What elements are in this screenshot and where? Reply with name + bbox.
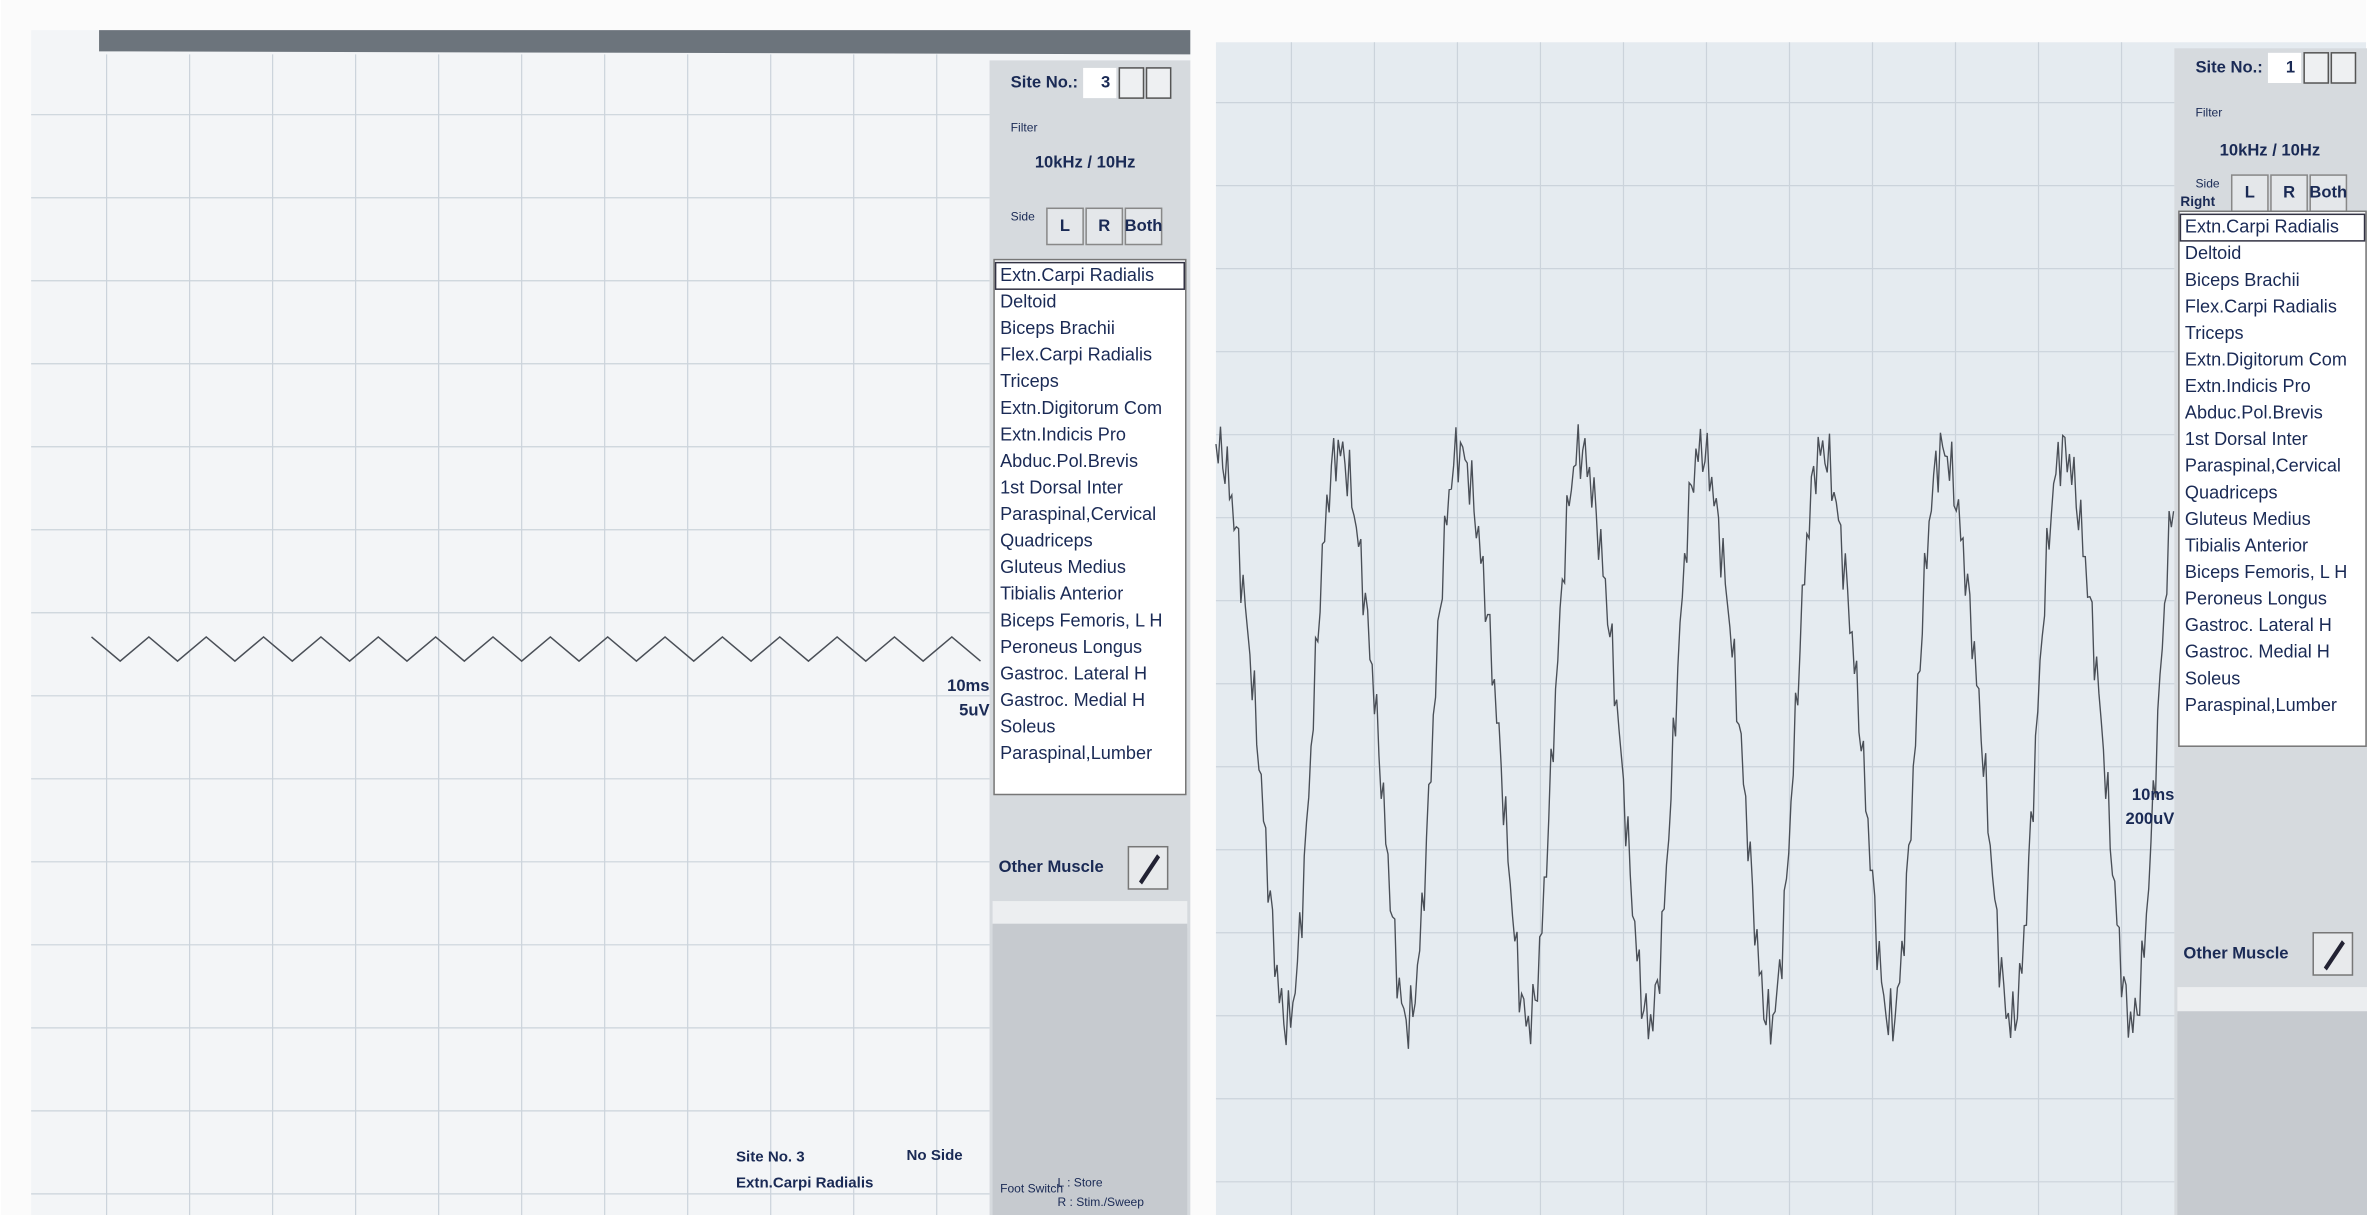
- muscle-item[interactable]: Paraspinal,Lumber: [2185, 695, 2337, 715]
- muscle-item[interactable]: Soleus: [2185, 668, 2240, 688]
- other-muscle-button[interactable]: [1127, 845, 1169, 890]
- site-field: [1083, 67, 1117, 99]
- muscle-item[interactable]: Quadriceps: [1000, 531, 1093, 551]
- screens: 10ms 5uV Site No.: 3 Filter 10kHz / 10Hz Side L…: [31, 42, 2367, 1215]
- muscle-item[interactable]: Abduc.Pol.Brevis: [1000, 451, 1138, 471]
- scale-amplitude: 5uV: [959, 700, 989, 719]
- side-button-label[interactable]: L: [2245, 183, 2255, 202]
- muscle-item[interactable]: 1st Dorsal Inter: [1000, 477, 1123, 497]
- filter-value: 10kHz / 10Hz: [2220, 140, 2321, 159]
- scale-amplitude: 200uV: [2125, 809, 2174, 828]
- scale-time: 10ms: [2132, 785, 2174, 804]
- side-button-label[interactable]: Both: [1125, 216, 1163, 235]
- selected-muscle: [2179, 213, 2366, 242]
- muscle-item[interactable]: Extn.Carpi Radialis: [2185, 217, 2339, 237]
- muscle-item[interactable]: Extn.Indicis Pro: [2185, 376, 2311, 396]
- muscle-item[interactable]: Quadriceps: [2185, 482, 2278, 502]
- muscle-item[interactable]: Biceps Brachii: [2185, 270, 2300, 290]
- muscle-item[interactable]: Triceps: [2185, 323, 2244, 343]
- muscle-item[interactable]: Deltoid: [1000, 292, 1056, 312]
- site-up[interactable]: [2303, 52, 2330, 84]
- muscle-item[interactable]: Deltoid: [2185, 243, 2241, 263]
- filter-label: Filter: [1011, 120, 1038, 134]
- muscle-item[interactable]: Biceps Brachii: [1000, 318, 1115, 338]
- muscle-item[interactable]: Gastroc. Lateral H: [1000, 663, 1147, 683]
- scale-time: 10ms: [947, 676, 989, 695]
- waveform: [91, 635, 981, 663]
- muscle-item[interactable]: Paraspinal,Cervical: [1000, 504, 1156, 524]
- muscle-item[interactable]: Peroneus Longus: [1000, 637, 1142, 657]
- muscle-item[interactable]: Tibialis Anterior: [2185, 535, 2308, 555]
- info-box: [2177, 1011, 2367, 1215]
- pen-icon: [2323, 940, 2345, 971]
- muscle-item[interactable]: Gluteus Medius: [2185, 509, 2311, 529]
- left-title-bar: [99, 30, 1191, 55]
- muscle-item[interactable]: Abduc.Pol.Brevis: [2185, 403, 2323, 423]
- muscle-item[interactable]: Extn.Digitorum Com: [2185, 350, 2347, 370]
- muscle-item[interactable]: Peroneus Longus: [2185, 589, 2327, 609]
- side-button[interactable]: [1124, 207, 1163, 246]
- site-down[interactable]: [2330, 52, 2357, 84]
- muscle-item[interactable]: Biceps Femoris, L H: [1000, 610, 1162, 630]
- info-box: [992, 923, 1188, 1215]
- site-number: 1: [2286, 57, 2295, 76]
- screen: 10ms 200uV Site No.: 1 Filter 10kHz / 10Hz Sid…: [1215, 42, 2367, 1215]
- muscle-item[interactable]: Gluteus Medius: [1000, 557, 1126, 577]
- muscle-item[interactable]: Paraspinal,Lumber: [1000, 743, 1152, 763]
- status-muscle: Extn.Carpi Radialis: [736, 1174, 873, 1191]
- site-field: [2267, 52, 2302, 84]
- muscle-item[interactable]: Triceps: [1000, 371, 1059, 391]
- pen-icon: [1138, 854, 1161, 885]
- muscle-item[interactable]: Extn.Carpi Radialis: [1000, 265, 1154, 285]
- muscle-list: [2178, 210, 2367, 747]
- side-button[interactable]: [2270, 174, 2308, 213]
- side-button-label[interactable]: L: [1060, 216, 1070, 235]
- muscle-item[interactable]: Flex.Carpi Radialis: [2185, 296, 2337, 316]
- muscle-item[interactable]: 1st Dorsal Inter: [2185, 429, 2308, 449]
- muscle-input: [2177, 987, 2367, 1015]
- muscle-item[interactable]: Soleus: [1000, 717, 1055, 737]
- muscle-item[interactable]: Gastroc. Lateral H: [2185, 615, 2332, 635]
- status-site: Site No. 3: [736, 1149, 805, 1166]
- muscle-item[interactable]: Gastroc. Medial H: [1000, 690, 1145, 710]
- side-button-label[interactable]: R: [1098, 216, 1110, 235]
- site-down[interactable]: [1145, 67, 1172, 99]
- filter-value: 10kHz / 10Hz: [1035, 152, 1136, 171]
- left-action: L : Store: [1057, 1175, 1102, 1189]
- side-button[interactable]: [1085, 207, 1124, 246]
- site-label: Site No.:: [1011, 72, 1078, 91]
- site-label: Site No.:: [2195, 57, 2262, 76]
- right-action: R : Stim./Sweep: [1057, 1195, 1144, 1209]
- muscle-list: [993, 258, 1187, 796]
- site-number: 3: [1101, 72, 1110, 91]
- muscle-item[interactable]: Flex.Carpi Radialis: [1000, 345, 1152, 365]
- side-button-label[interactable]: Both: [2309, 183, 2347, 202]
- side-value: Right: [2180, 194, 2215, 209]
- other-muscle-label: Other Muscle: [999, 857, 1104, 876]
- muscle-item[interactable]: Tibialis Anterior: [1000, 584, 1123, 604]
- waveform: [1215, 424, 2175, 1049]
- muscle-item[interactable]: Paraspinal,Cervical: [2185, 456, 2341, 476]
- other-muscle-label: Other Muscle: [2183, 943, 2288, 962]
- foot-switch: Foot Switch: [1000, 1182, 1063, 1196]
- side-label: Side: [2195, 176, 2219, 190]
- selected-muscle: [994, 261, 1186, 290]
- side-label: Side: [1011, 210, 1035, 224]
- screen: 10ms 5uV Site No.: 3 Filter 10kHz / 10Hz Side L…: [31, 54, 1191, 1215]
- muscle-item[interactable]: Extn.Digitorum Com: [1000, 398, 1162, 418]
- filter-label: Filter: [2195, 105, 2222, 119]
- side-button-label[interactable]: R: [2283, 183, 2295, 202]
- side-button[interactable]: [1046, 207, 1084, 246]
- side-button[interactable]: [2309, 174, 2348, 213]
- site-up[interactable]: [1118, 67, 1145, 99]
- status-side: No Side: [907, 1147, 963, 1164]
- muscle-item[interactable]: Extn.Indicis Pro: [1000, 424, 1126, 444]
- muscle-item[interactable]: Biceps Femoris, L H: [2185, 562, 2347, 582]
- muscle-item[interactable]: Gastroc. Medial H: [2185, 642, 2330, 662]
